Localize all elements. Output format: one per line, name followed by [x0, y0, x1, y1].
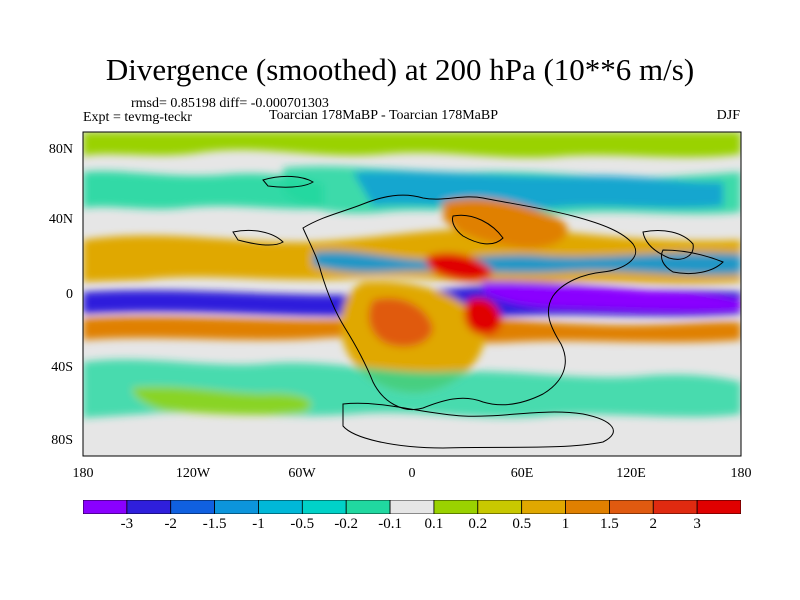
coastline-pangea [302, 194, 636, 410]
colorbar-label: -1 [252, 516, 265, 532]
coastline-tethys [452, 214, 504, 245]
lon-tick-label: 120W [175, 466, 211, 481]
field-south-green [132, 387, 311, 416]
divergence-map [82, 131, 742, 457]
lat-tick-label: 80S [51, 433, 73, 448]
lat-tick-label: 40S [51, 360, 73, 375]
lon-tick-label: 120E [616, 466, 646, 481]
colorbar-swatch [477, 500, 523, 514]
colorbar-swatch [652, 500, 698, 514]
lon-tick-label: 180 [72, 466, 94, 481]
lon-tick-label: 180 [730, 466, 752, 481]
coastline-antarctica [342, 402, 614, 449]
axis-tick-marks [83, 131, 89, 457]
colorbar-swatch [433, 500, 479, 514]
coastline-arctic [262, 175, 314, 188]
field-north-blue [353, 171, 723, 209]
colorbar-swatch [696, 500, 741, 514]
colorbar-label: 3 [693, 516, 701, 532]
colorbar-label: -0.2 [334, 516, 359, 532]
coastline-island [232, 229, 284, 246]
colorbar-swatch [345, 500, 391, 514]
colorbar-label: -0.1 [378, 516, 402, 532]
contour-fields [83, 132, 741, 418]
map-frame [82, 131, 742, 457]
colorbar-label: -1.5 [202, 516, 227, 532]
colorbar-swatch [301, 500, 347, 514]
colorbar-swatch [214, 500, 259, 514]
colorbar-label: -3 [120, 516, 134, 532]
colorbar-swatch [565, 500, 610, 514]
colorbar-label: -0.5 [290, 516, 315, 532]
colorbar-label: 1 [561, 516, 570, 532]
field-af-red [464, 297, 502, 335]
colorbar [83, 500, 741, 514]
colorbar-swatch [170, 500, 216, 514]
colorbar-label: 0.5 [512, 516, 532, 532]
colorbar-swatch [258, 500, 303, 514]
colorbar-swatch [126, 500, 172, 514]
colorbar-label: 1.5 [600, 516, 619, 532]
colorbar-swatch [389, 500, 435, 514]
colorbar-label: -2 [164, 516, 177, 532]
colorbar-label: 0.1 [424, 516, 444, 532]
page-title: Divergence (smoothed) at 200 hPa (10**6 … [105, 52, 695, 87]
field-sa-red [368, 297, 433, 347]
experiment-label: Expt = tevmg-teckr [83, 110, 192, 125]
colorbar-swatch [83, 500, 128, 514]
lon-tick-label: 0 [408, 466, 416, 481]
colorbar-label: 0.2 [468, 516, 488, 532]
coastline-asia-east [642, 230, 694, 260]
field-red-centre [426, 253, 493, 281]
field-na-orange [443, 198, 568, 249]
lon-tick-label: 60E [510, 466, 534, 481]
center-title: Toarcian 178MaBP - Toarcian 178MaBP [269, 108, 498, 123]
field-north-green [83, 132, 741, 158]
season-label: DJF [716, 108, 740, 123]
lat-tick-label: 0 [66, 287, 73, 302]
field-eq-purple [483, 281, 741, 312]
coastline-shelf [660, 249, 724, 275]
lat-tick-label: 40N [48, 212, 73, 227]
colorbar-label: 2 [649, 516, 658, 532]
lon-tick-label: 60W [288, 466, 316, 481]
lat-tick-label: 80N [48, 142, 73, 157]
coastlines [232, 175, 724, 449]
stats-line: rmsd= 0.85198 diff= -0.000701303 [131, 96, 329, 111]
colorbar-swatch [521, 500, 566, 514]
colorbar-swatch [609, 500, 654, 514]
